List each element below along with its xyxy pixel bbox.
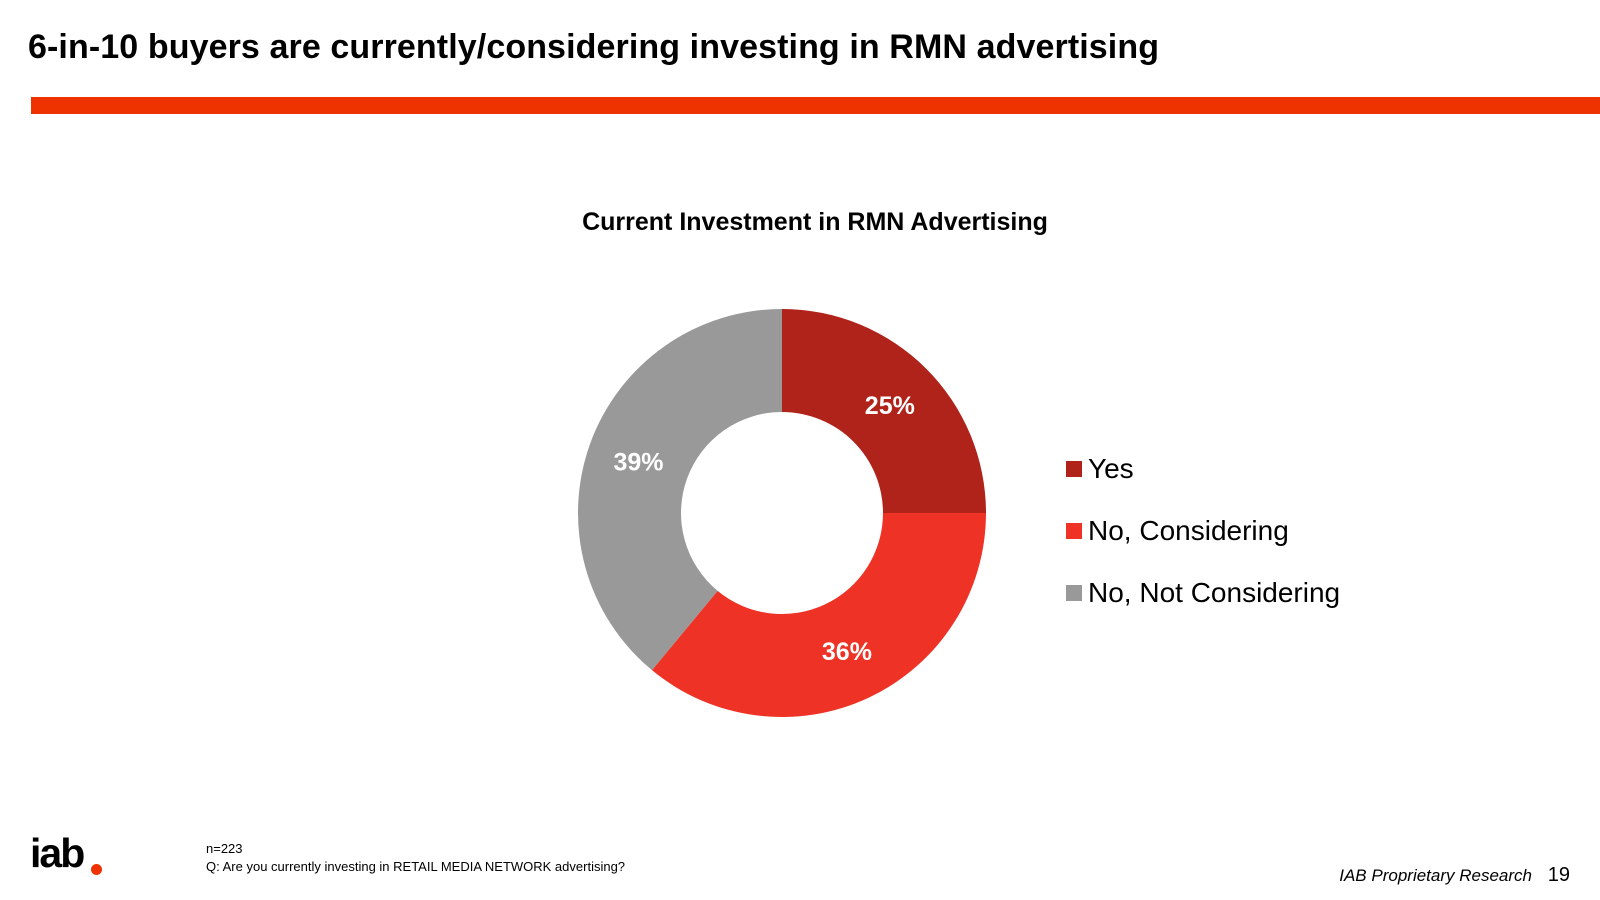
logo-dot	[91, 864, 102, 875]
legend-item: No, Considering	[1066, 500, 1340, 562]
data-label: 39%	[613, 448, 663, 476]
chart-legend: Yes No, Considering No, Not Considering	[1066, 438, 1340, 624]
chart-title: Current Investment in RMN Advertising	[582, 208, 1048, 236]
donut-slice-no-considering	[651, 513, 986, 717]
footnote: n=223 Q: Are you currently investing in …	[206, 840, 625, 876]
legend-label: No, Considering	[1088, 515, 1289, 546]
source-label: IAB Proprietary Research	[1339, 866, 1532, 885]
legend-swatch	[1066, 461, 1082, 477]
accent-bar	[31, 97, 1600, 114]
slide-title: 6-in-10 buyers are currently/considering…	[28, 28, 1160, 66]
legend-label: No, Not Considering	[1088, 577, 1341, 608]
survey-question: Q: Are you currently investing in RETAIL…	[206, 859, 626, 874]
page-number: 19	[1547, 864, 1570, 886]
donut-slice-no-not-considering	[578, 309, 782, 671]
legend-label: Yes	[1088, 453, 1134, 484]
iab-logo: iab	[30, 830, 110, 876]
logo-text: iab	[30, 830, 85, 876]
legend-swatch	[1066, 523, 1082, 539]
data-label: 36%	[822, 638, 872, 666]
donut-slice-yes	[782, 309, 986, 513]
sample-size: n=223	[206, 841, 243, 856]
data-label: 25%	[865, 392, 915, 420]
legend-item: Yes	[1066, 438, 1340, 500]
legend-swatch	[1066, 585, 1082, 601]
legend-item: No, Not Considering	[1066, 562, 1340, 624]
